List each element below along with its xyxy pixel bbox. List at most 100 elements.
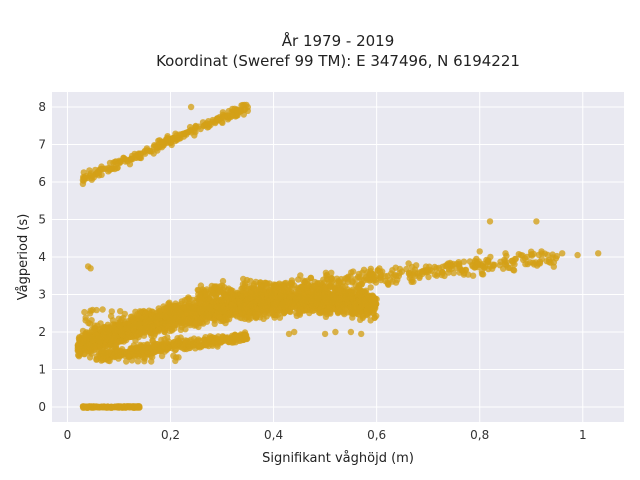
data-point: [323, 310, 331, 318]
data-point: [150, 349, 158, 356]
data-point: [263, 291, 271, 298]
data-point: [337, 285, 344, 292]
data-point: [148, 332, 155, 339]
data-point: [350, 268, 357, 275]
data-point: [91, 322, 98, 329]
data-point: [172, 357, 179, 365]
data-point: [250, 282, 257, 289]
data-point: [476, 248, 483, 255]
data-point: [197, 282, 205, 289]
data-point: [245, 316, 252, 323]
data-point: [466, 258, 474, 265]
data-point: [256, 297, 263, 304]
data-point: [205, 312, 213, 319]
data-point: [408, 277, 416, 284]
data-point: [410, 271, 417, 278]
data-point: [164, 133, 171, 140]
data-point: [80, 404, 87, 411]
data-point: [291, 328, 298, 336]
data-point: [530, 261, 538, 268]
data-point: [93, 306, 100, 314]
data-point: [223, 294, 231, 301]
data-point: [208, 286, 215, 293]
data-point: [99, 306, 106, 313]
data-point: [220, 335, 227, 342]
y-tick-label: 2: [38, 325, 46, 339]
data-point: [159, 138, 166, 146]
data-point: [100, 325, 107, 333]
data-point: [117, 349, 124, 357]
data-point: [297, 272, 304, 279]
data-point: [292, 296, 299, 303]
data-point: [106, 159, 114, 167]
data-point: [293, 309, 300, 317]
data-point: [210, 298, 217, 306]
data-point: [228, 112, 236, 119]
data-point: [396, 265, 404, 273]
data-point: [197, 300, 204, 307]
data-point: [170, 352, 177, 359]
data-point: [243, 276, 251, 284]
data-point: [323, 298, 331, 306]
data-point: [177, 310, 184, 317]
data-point: [308, 297, 315, 304]
data-point: [323, 271, 331, 279]
x-tick-label: 0,8: [470, 428, 489, 442]
data-point: [364, 276, 371, 283]
data-point: [111, 165, 119, 173]
data-point: [422, 263, 430, 270]
data-point: [372, 279, 380, 286]
data-point: [155, 326, 162, 334]
data-point: [130, 342, 138, 349]
data-point: [303, 305, 310, 313]
data-point: [285, 330, 293, 338]
data-point: [373, 312, 380, 320]
data-point: [112, 342, 119, 350]
data-point: [376, 265, 383, 272]
chart-title-line1: År 1979 - 2019: [282, 31, 395, 50]
data-point: [186, 123, 194, 131]
data-point: [508, 257, 515, 265]
data-point: [118, 337, 125, 345]
data-point: [239, 101, 246, 109]
data-point: [118, 316, 125, 323]
data-point: [158, 352, 166, 360]
data-point: [382, 273, 389, 280]
y-tick-label: 6: [38, 175, 46, 189]
data-point: [247, 289, 254, 297]
data-point: [82, 175, 89, 182]
data-point: [145, 317, 153, 325]
data-point: [528, 251, 535, 258]
y-tick-label: 0: [38, 400, 46, 414]
data-point: [279, 283, 287, 290]
x-tick-label: 0,2: [161, 428, 180, 442]
data-point: [183, 131, 190, 138]
y-tick-label: 1: [38, 363, 46, 377]
data-point: [148, 358, 155, 365]
data-point: [165, 322, 172, 330]
data-point: [148, 323, 156, 330]
data-point: [546, 258, 553, 266]
data-point: [124, 325, 131, 332]
data-point: [329, 298, 336, 306]
data-point: [232, 309, 239, 316]
data-point: [338, 307, 345, 314]
points-layer: [74, 101, 602, 411]
data-point: [173, 135, 181, 142]
y-tick-label: 8: [38, 100, 46, 114]
data-point: [485, 265, 492, 273]
data-point: [469, 272, 477, 279]
data-point: [135, 328, 143, 336]
data-point: [141, 147, 149, 154]
data-point: [192, 124, 199, 132]
data-point: [134, 358, 142, 365]
data-point: [160, 303, 167, 310]
data-point: [285, 286, 292, 294]
data-point: [106, 357, 113, 365]
data-point: [108, 308, 116, 315]
x-axis-label: Signifikant våghöjd (m): [262, 451, 414, 466]
data-point: [126, 161, 134, 168]
data-point: [517, 251, 525, 259]
data-point: [290, 282, 298, 289]
data-point: [491, 261, 498, 268]
